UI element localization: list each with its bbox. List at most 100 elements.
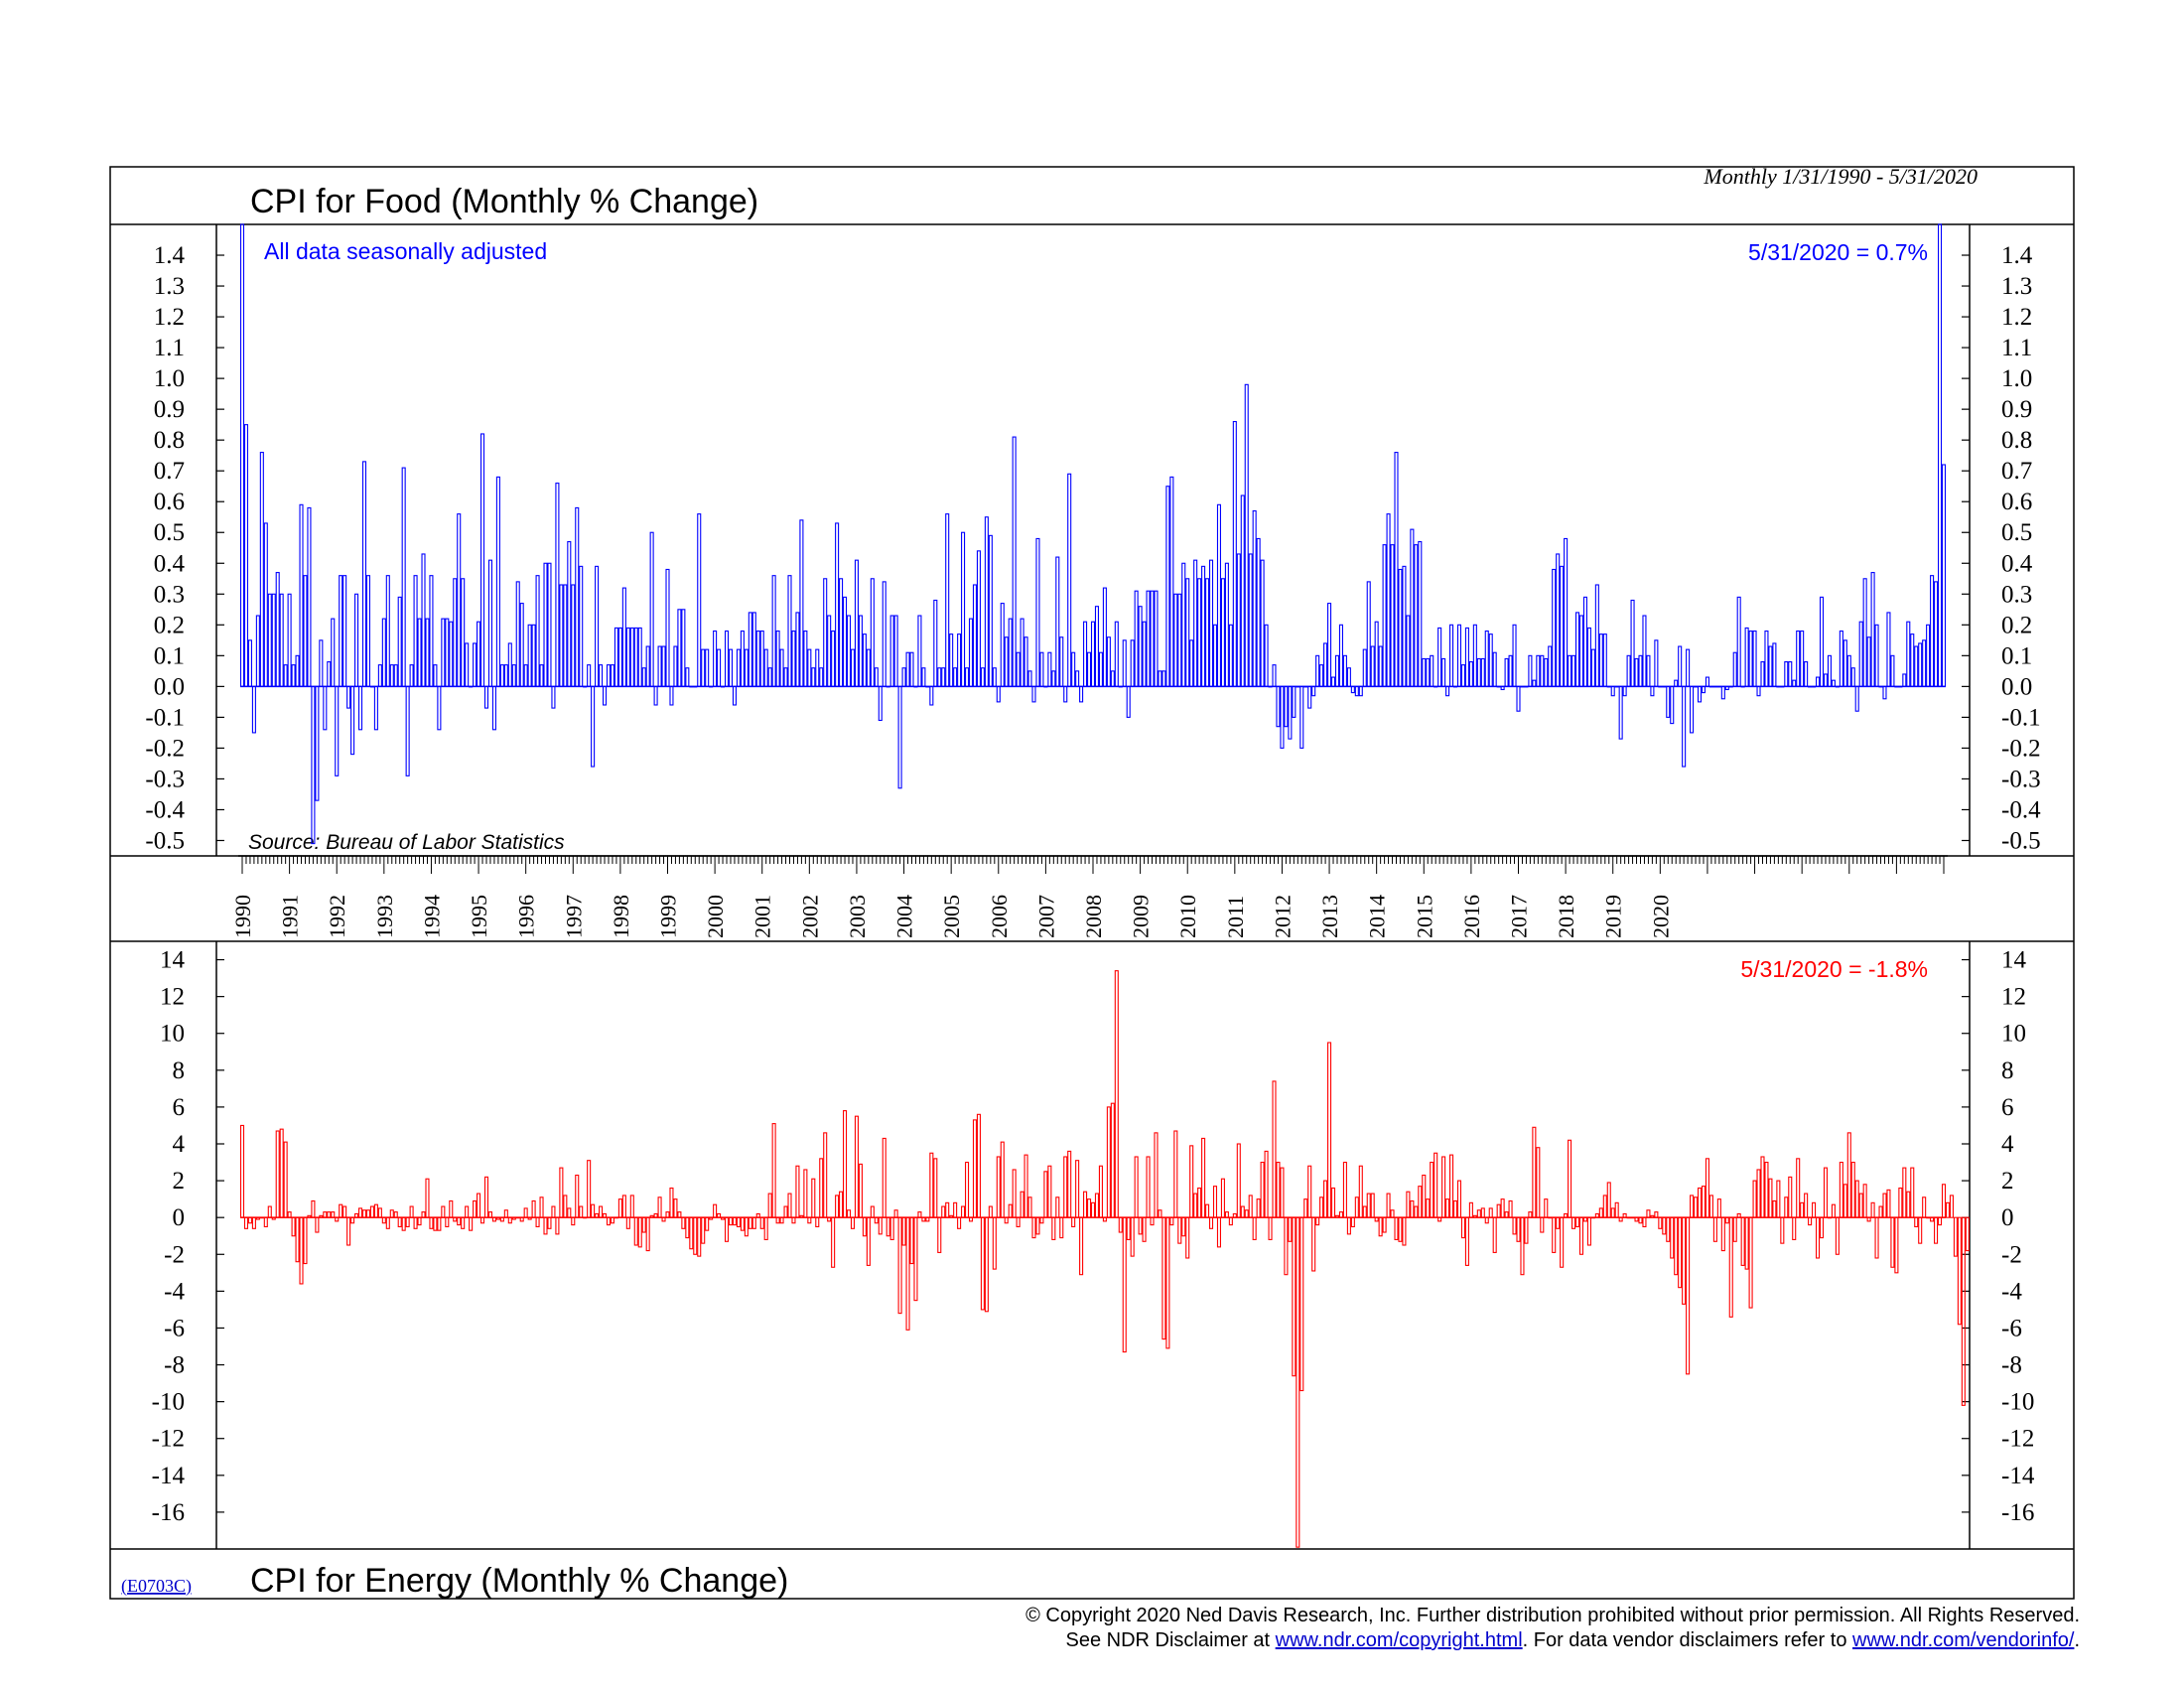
food-right-tick-label: 1.3: [2001, 273, 2032, 300]
energy-bar: [661, 1216, 666, 1222]
energy-bar: [377, 1207, 382, 1218]
x-tick-label: 2012: [1270, 895, 1295, 938]
energy-bar: [243, 1216, 249, 1229]
energy-left-tick-label: -10: [152, 1389, 185, 1416]
energy-bar: [1827, 1216, 1832, 1219]
energy-bar: [405, 1216, 410, 1228]
energy-bar: [1193, 1193, 1198, 1218]
food-bar: [1012, 436, 1017, 687]
energy-bar: [373, 1203, 378, 1218]
food-bar: [661, 645, 666, 687]
outer-border: [109, 166, 2075, 1600]
food-bar: [1374, 621, 1379, 687]
food-bar: [909, 651, 914, 687]
food-bar: [1067, 473, 1072, 687]
top-chart-title: CPI for Food (Monthly % Change): [250, 183, 758, 220]
x-tick-label: 2016: [1459, 895, 1484, 938]
energy-bar: [1736, 1212, 1741, 1218]
x-tick-label: 2001: [751, 895, 775, 938]
energy-bar: [1890, 1216, 1895, 1268]
energy-bar: [1422, 1174, 1427, 1218]
food-bar: [243, 424, 249, 687]
food-right-tick-label: -0.2: [2001, 735, 2041, 762]
food-right-tick-label: -0.1: [2001, 704, 2041, 731]
energy-bar: [1366, 1193, 1371, 1218]
food-bar: [417, 618, 422, 687]
chart-code-link[interactable]: (E0703C): [121, 1576, 192, 1597]
food-bar: [1780, 685, 1785, 688]
energy-bar: [251, 1216, 256, 1229]
energy-bar: [835, 1195, 840, 1218]
food-bar: [835, 522, 840, 687]
energy-bar: [527, 1216, 532, 1220]
energy-bar: [350, 1216, 355, 1224]
food-bar: [1059, 636, 1064, 687]
energy-bar: [1445, 1198, 1450, 1218]
energy-bar: [1426, 1198, 1431, 1218]
energy-bar: [491, 1216, 496, 1222]
energy-bar: [1658, 1216, 1663, 1229]
vendor-info-link[interactable]: www.ndr.com/vendorinfo/: [1852, 1629, 2075, 1651]
energy-bar: [1382, 1216, 1387, 1233]
food-right-tick-label: 1.2: [2001, 304, 2032, 331]
food-bar: [850, 648, 856, 687]
energy-bar: [633, 1216, 638, 1246]
x-tick-label: 1997: [561, 895, 586, 938]
energy-bar: [1858, 1193, 1863, 1218]
energy-bar: [850, 1216, 856, 1229]
food-bar: [685, 667, 690, 687]
x-tick-label: 2004: [892, 895, 917, 938]
energy-bar: [1548, 1216, 1553, 1219]
energy-bar: [503, 1209, 508, 1218]
energy-bar: [1705, 1158, 1709, 1218]
food-bar: [599, 664, 604, 687]
food-bar: [1544, 657, 1549, 687]
food-left-tick-label: 1.2: [154, 304, 185, 331]
food-bar: [503, 664, 508, 687]
food-bar: [831, 630, 836, 687]
energy-right-tick-label: 4: [2001, 1131, 2014, 1158]
food-bar: [1728, 685, 1733, 688]
copyright-link[interactable]: www.ndr.com/copyright.html: [1275, 1629, 1523, 1651]
food-bar: [405, 685, 410, 776]
energy-bar: [1177, 1216, 1182, 1244]
x-tick-label: 2011: [1223, 896, 1248, 938]
food-bar: [1303, 685, 1308, 688]
x-tick-label: 1996: [514, 895, 539, 938]
energy-bar: [1346, 1216, 1351, 1235]
food-right-tick-label: 0.1: [2001, 642, 2032, 669]
food-bar: [1083, 621, 1088, 687]
food-bar: [1422, 657, 1427, 687]
energy-bar: [1240, 1205, 1245, 1218]
food-bar: [1445, 685, 1450, 697]
disclaimer-prefix: See NDR Disclaimer at: [1065, 1629, 1276, 1651]
food-left-tick-label: 0.5: [154, 519, 185, 546]
food-bar: [1910, 633, 1915, 687]
energy-left-tick-label: 4: [173, 1131, 186, 1158]
energy-bar: [740, 1216, 745, 1231]
food-bar: [1622, 685, 1627, 697]
food-bar: [1016, 651, 1021, 687]
energy-bar: [1949, 1195, 1954, 1218]
energy-bar: [1843, 1184, 1847, 1218]
food-bar: [637, 627, 642, 687]
food-bar: [539, 664, 544, 687]
food-bar: [641, 667, 646, 687]
energy-bar: [1906, 1191, 1911, 1218]
food-bar: [1319, 664, 1324, 687]
energy-bar: [697, 1216, 702, 1257]
energy-bar: [945, 1201, 950, 1218]
food-bar: [1560, 565, 1565, 687]
food-bar: [1694, 685, 1699, 688]
energy-bar: [483, 1176, 489, 1218]
food-bar: [441, 618, 446, 687]
energy-bar: [1784, 1196, 1789, 1218]
food-bar: [1720, 685, 1725, 700]
energy-bar: [433, 1216, 438, 1231]
food-bar: [839, 578, 844, 687]
food-bar: [1342, 654, 1347, 687]
food-bar: [1764, 630, 1769, 687]
food-bar: [1468, 660, 1473, 687]
energy-bar: [1051, 1216, 1056, 1240]
food-bar: [629, 627, 634, 687]
